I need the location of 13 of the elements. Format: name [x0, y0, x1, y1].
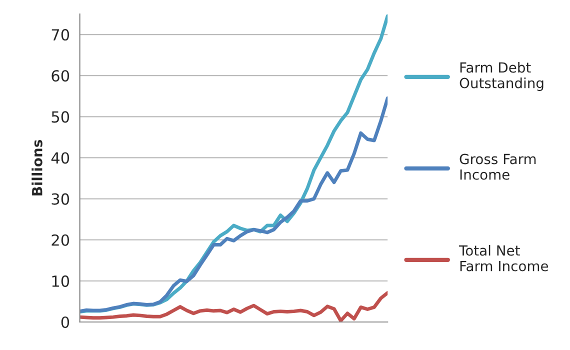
y-tick-label: 0 [61, 316, 70, 328]
y-tick-label: 30 [52, 193, 70, 205]
legend-label: Total Net Farm Income [458, 244, 548, 272]
legend-label: Farm Debt Outstanding [460, 62, 544, 92]
y-tick-label: 20 [52, 234, 70, 246]
y-tick-label: 50 [52, 111, 70, 123]
y-axis-title: Billions [32, 140, 42, 196]
y-tick-label: 40 [51, 152, 70, 164]
line-series [80, 96, 388, 314]
y-tick-label: 10 [52, 275, 70, 287]
y-tick-label: 60 [52, 70, 70, 82]
y-tick-label: 70 [52, 29, 70, 41]
legend-label: Gross Farm Income [460, 154, 536, 180]
